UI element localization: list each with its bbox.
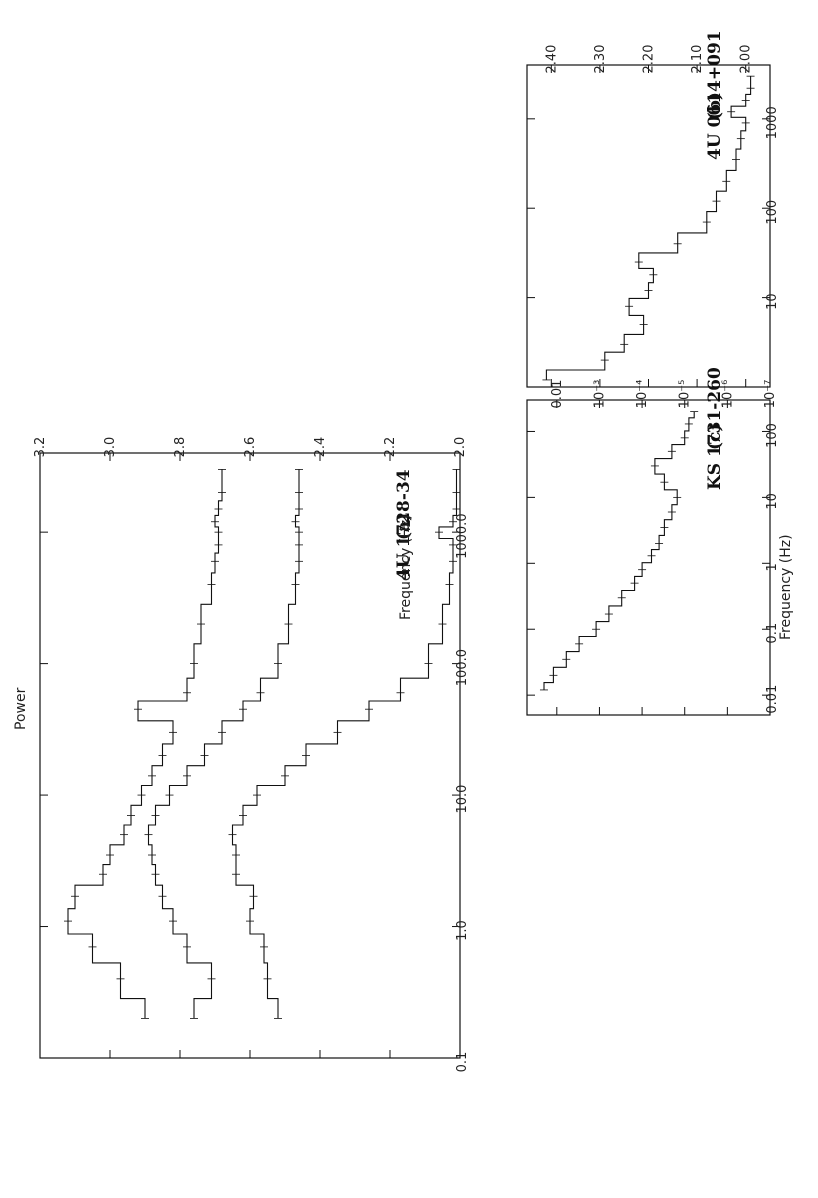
panel-a: (a) 4U 1728-34 Frequency (Hz) Power 0.1 1… [13, 437, 470, 1073]
panel-b-series [542, 75, 755, 381]
panel-a-label: (a) [394, 513, 414, 540]
panel-b-y-tick-label: 2.00 [739, 45, 754, 74]
panel-b: (b) 4U 0614+091 10 100 1000 2.00 2.10 2.20 2.3… [526, 30, 780, 388]
panel-b-ticks: 10 100 1000 2.00 2.10 2.20 2.30 2.40 [527, 45, 780, 387]
panel-b-label: (b) [705, 92, 725, 120]
panel-c-label: (c) [705, 424, 725, 450]
panel-c-frame [526, 399, 771, 716]
panel-b-frame [526, 64, 771, 388]
panel-c-x-tick-label: 1 [765, 563, 780, 571]
panel-c-x-tick-label: 10 [765, 493, 780, 510]
panel-a-x-tick-label: 1000.0 [455, 513, 470, 559]
panel-c-y-tick-label: 10⁻⁵ [678, 380, 693, 409]
panel-b-x-tick-label: 10 [765, 293, 780, 310]
panel-c-y-tick-label: 10⁻⁴ [635, 380, 650, 409]
panel-a-y-tick-label: 2.6 [243, 437, 258, 458]
panel-b-x-tick-label: 100 [765, 200, 780, 225]
panel-a-series-0-line [67, 469, 223, 1019]
panel-c-series [539, 411, 699, 691]
panel-a-ylabel: Power [13, 687, 29, 730]
panel-c: (c) KS 1731-260 Frequency (Hz) 0.01 0.1 1 1… [526, 367, 794, 716]
panel-a-y-tick-label: 3.2 [33, 437, 48, 458]
panel-c-x-tick-label: 100 [765, 423, 780, 448]
panel-c-x-tick-label: 0.1 [765, 623, 780, 644]
panel-a-series-2-line [231, 469, 458, 1019]
panel-a-xlabel: Frequency (Hz) [398, 514, 414, 620]
panel-a-x-tick-label: 0.1 [455, 1052, 470, 1073]
panel-a-source-name: 4U 1728-34 [394, 469, 414, 580]
panel-b-y-tick-label: 2.30 [593, 45, 608, 74]
panel-a-x-tick-label: 1.0 [455, 920, 470, 941]
panel-b-y-tick-label: 2.20 [642, 45, 657, 74]
panel-c-y-tick-label: 0.01 [550, 380, 565, 409]
panel-b-series-0-line [545, 76, 752, 380]
panel-a-x-tick-label: 10.0 [455, 785, 470, 814]
panel-c-ticks: 0.01 0.1 1 10 100 0.01 10⁻³ 10⁻⁴ 10⁻⁵ 10⁻⁶ 10⁻⁷ [527, 380, 780, 715]
panel-c-source-name: KS 1731-260 [705, 367, 725, 490]
panel-a-y-tick-label: 2.8 [173, 437, 188, 458]
panel-a-y-tick-label: 2.0 [453, 437, 468, 458]
panel-c-xlabel: Frequency (Hz) [778, 534, 794, 640]
panel-b-y-tick-label: 2.40 [544, 45, 559, 74]
panel-a-series-1-line [147, 469, 300, 1019]
panel-a-ticks: 0.1 1.0 10.0 100.0 1000.0 2.0 2.2 2.4 2.6 2.8 3.0 3… [33, 437, 470, 1073]
panel-a-y-tick-label: 2.4 [313, 437, 328, 458]
panel-b-y-tick-label: 2.10 [690, 45, 705, 74]
panel-c-y-tick-label: 10⁻⁶ [720, 380, 735, 409]
panel-c-y-tick-label: 10⁻³ [592, 380, 607, 409]
panel-a-x-tick-label: 100.0 [455, 649, 470, 686]
panel-a-y-tick-label: 3.0 [103, 437, 118, 458]
panel-c-y-tick-label: 10⁻⁷ [763, 380, 778, 409]
panel-a-y-tick-label: 2.2 [383, 437, 398, 458]
panel-a-series [64, 469, 461, 1019]
panel-c-x-tick-label: 0.01 [765, 685, 780, 714]
panel-b-source-name: 4U 0614+091 [705, 30, 725, 160]
panel-b-x-tick-label: 1000 [765, 106, 780, 139]
panel-c-series-0-line [543, 411, 695, 690]
